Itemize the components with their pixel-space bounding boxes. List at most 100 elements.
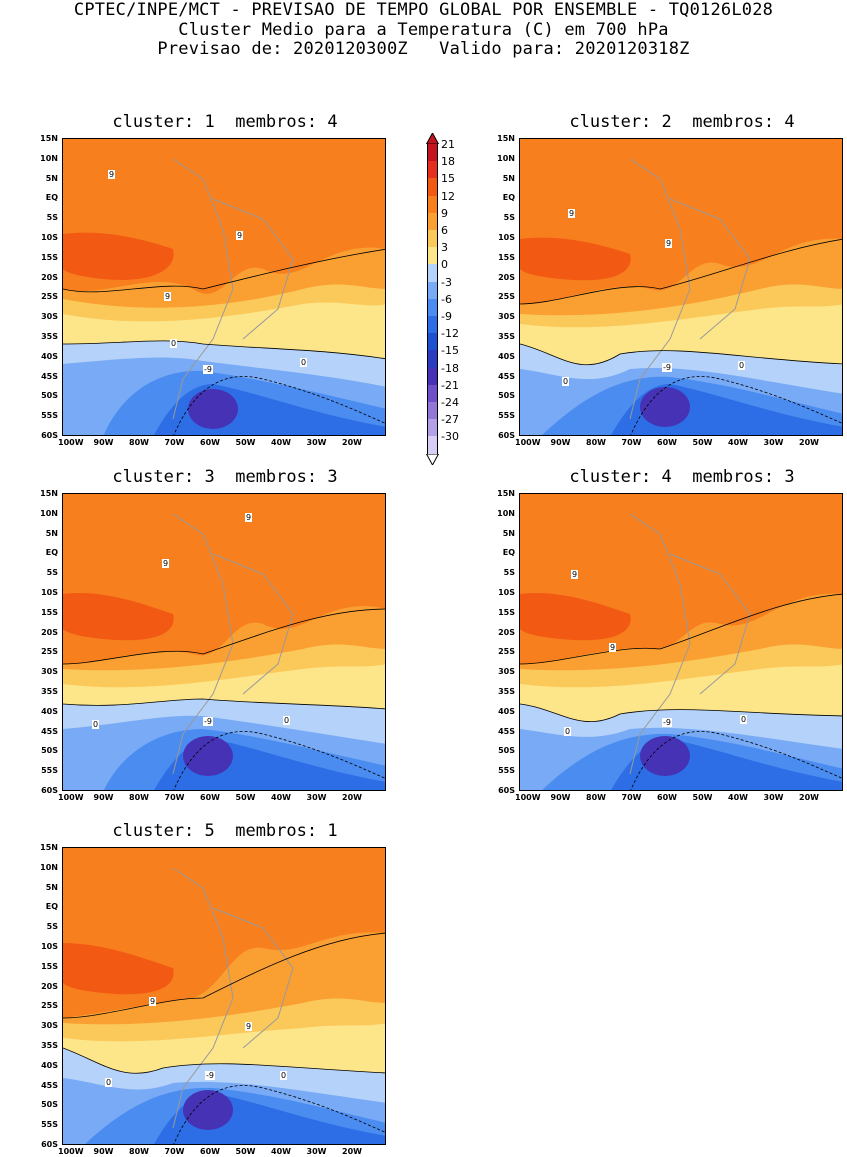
lon-tick-label: 100W [515,438,541,447]
contour-label: -9 [203,365,213,374]
colorbar-swatch [427,230,438,248]
colorbar-label: -6 [441,292,452,306]
lon-tick-label: 90W [550,793,571,802]
colorbar-label: -27 [441,413,459,427]
colorbar-swatch [427,367,438,385]
lat-tick-label: 5N [45,882,58,892]
contour-label: -9 [205,1071,215,1080]
lat-tick-label: 15S [498,607,515,617]
lat-tick-label: 10S [498,588,515,597]
lat-tick-label: 35S [41,687,58,696]
lon-tick-label: 70W [164,1147,185,1156]
lon-tick-label: 90W [550,438,571,447]
map-panel-cluster-1 [62,138,386,436]
contour-label: 9 [162,559,170,568]
lat-tick-label: 40S [498,706,515,716]
lon-tick-label: 20W [342,438,362,447]
contour-label: 0 [740,715,748,724]
lat-tick-label: 55S [41,411,58,421]
lon-tick-label: 70W [164,438,185,447]
map-panel-cluster-3 [62,493,386,791]
lat-tick-label: 5N [502,528,515,538]
lat-tick-label: 20S [41,981,58,991]
lat-tick-label: 15S [41,607,58,617]
map-panel-cluster-5 [62,847,386,1145]
lon-tick-label: 80W [129,1147,149,1156]
contour-label: 0 [564,727,572,736]
contour-label: 0 [170,339,178,348]
lat-tick-label: 5S [503,568,515,578]
colorbar-label: 6 [441,224,448,237]
lon-tick-label: 30W [306,438,327,447]
lon-tick-label: 70W [621,793,642,802]
lat-tick-label: 30S [498,667,515,677]
contour-label: 9 [236,231,244,240]
lat-tick-label: 15S [41,961,58,971]
lat-tick-label: 20S [498,272,515,282]
lon-tick-label: 30W [763,793,784,802]
lat-tick-label: 55S [41,1120,58,1130]
lon-tick-label: 50W [692,438,713,447]
colorbar-swatch [427,161,438,179]
lat-tick-label: 5N [45,173,58,183]
lat-tick-label: 15N [40,134,58,143]
lat-tick-label: EQ [502,193,515,203]
colorbar-swatch [427,144,438,162]
colorbar-swatch [427,195,438,213]
lon-tick-label: 50W [235,793,256,802]
contour-label: 0 [300,358,308,367]
contour-label: 9 [108,170,116,179]
colorbar-label: -9 [441,310,452,323]
lat-tick-label: 55S [41,766,58,776]
contour-label: 0 [92,720,100,729]
lon-tick-label: 100W [515,793,541,802]
lat-tick-label: 50S [498,391,515,401]
colorbar-label: -15 [441,344,459,358]
colorbar-label: -3 [441,275,452,289]
lat-tick-label: 55S [498,766,515,776]
colorbar-label: 21 [441,138,455,151]
colorbar-label: 12 [441,189,455,203]
lat-tick-label: 10N [40,153,58,163]
lat-tick-label: 60S [498,431,515,440]
lon-tick-label: 40W [271,793,291,802]
lat-tick-label: 50S [41,1100,58,1110]
contour-label: 9 [149,997,157,1006]
lat-tick-label: 10S [41,233,58,242]
lat-tick-label: EQ [45,902,58,912]
colorbar-swatch [427,384,438,402]
lat-tick-label: 45S [41,1080,58,1090]
contour-label: 0 [105,1078,113,1087]
lon-tick-label: 60W [200,438,220,447]
lat-tick-label: 20S [41,272,58,282]
panel-title-cluster-5: cluster: 5 membros: 1 [112,821,338,841]
lat-tick-label: 50S [41,746,58,756]
lat-tick-label: EQ [45,548,58,558]
colorbar-swatch [427,333,438,351]
panel-title-cluster-3: cluster: 3 membros: 3 [112,467,338,487]
lat-tick-label: 15N [497,134,515,143]
colorbar-label: 18 [441,155,455,169]
lat-tick-label: 15N [40,843,58,852]
lon-tick-label: 70W [621,438,642,447]
lat-tick-label: 15N [40,489,58,498]
lat-tick-label: 20S [41,627,58,637]
colorbar-label: -30 [441,430,459,444]
colorbar-swatch [427,247,438,265]
lat-tick-label: 25S [498,647,515,657]
colorbar-swatch [427,316,438,334]
lon-tick-label: 20W [342,793,362,802]
lon-tick-label: 30W [306,1147,327,1156]
lat-tick-label: 45S [41,726,58,736]
contour-label: 9 [568,209,576,218]
lat-tick-label: 5N [45,528,58,538]
colorbar-label: -21 [441,378,459,392]
lon-tick-label: 60W [200,1147,220,1156]
lon-tick-label: 100W [58,1147,84,1156]
contour-label: 0 [738,361,746,370]
lon-tick-label: 50W [235,438,256,447]
lat-tick-label: 30S [41,1021,58,1031]
colorbar-label: 0 [441,258,448,272]
colorbar-label: 3 [441,241,448,255]
header-title-line-1: CPTEC/INPE/MCT - PREVISAO DE TEMPO GLOBA… [73,0,774,20]
